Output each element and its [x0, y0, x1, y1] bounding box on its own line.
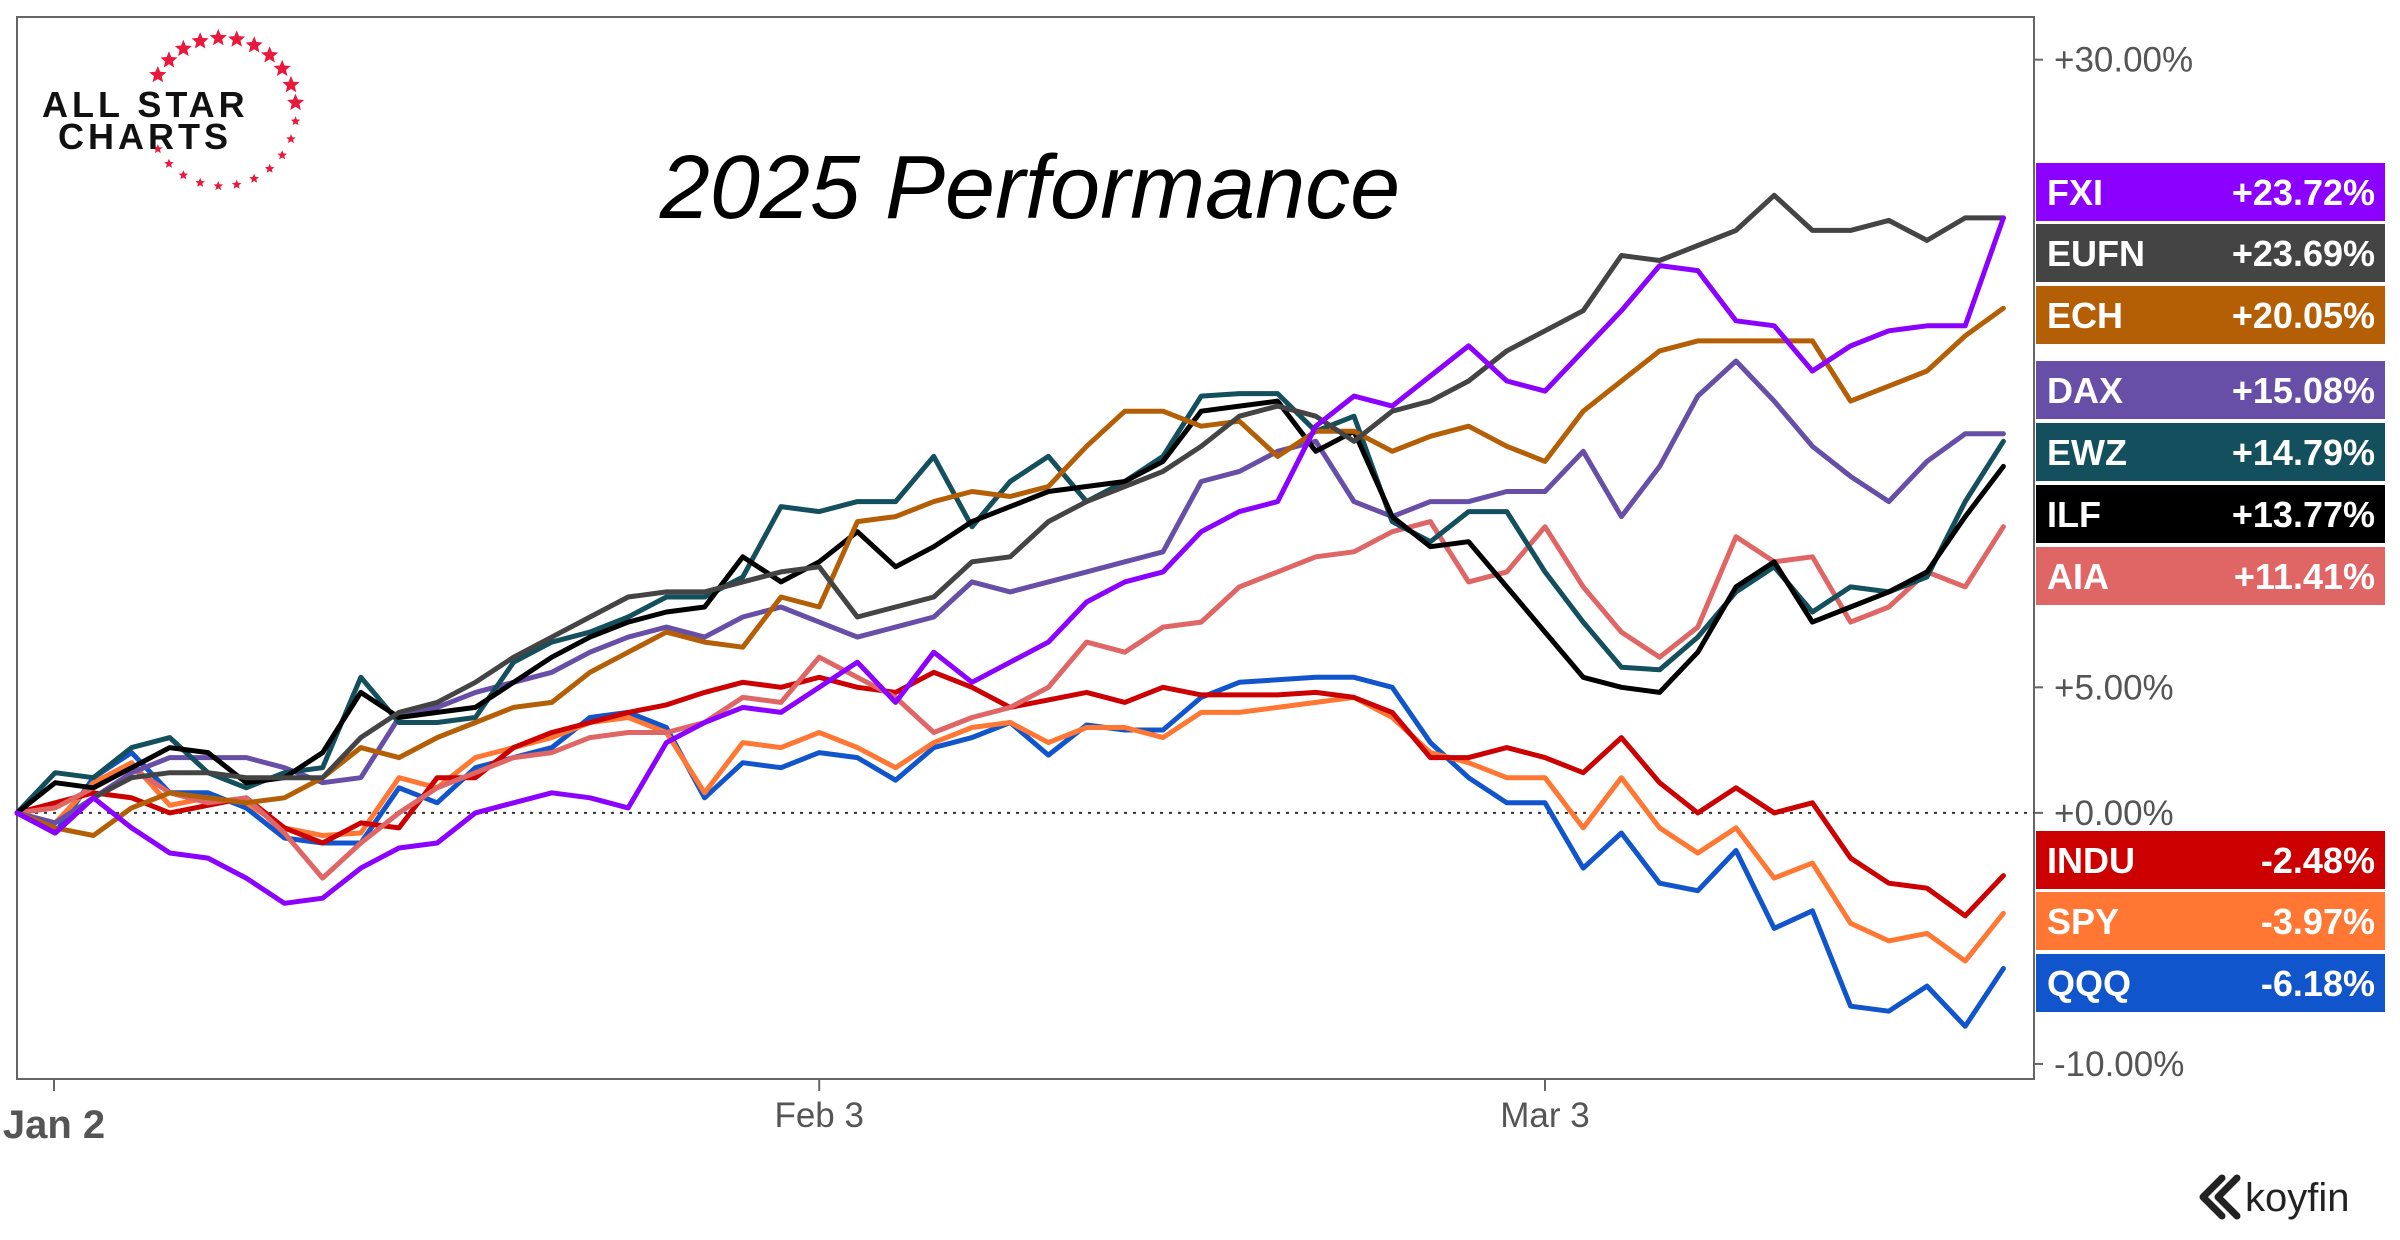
value-tag-ticker: QQQ: [2047, 963, 2131, 1004]
plot-area: [16, 16, 2035, 1080]
star-icon: [228, 30, 246, 47]
y-tick-label: +5.00%: [2054, 668, 2174, 707]
value-tag-value: -2.48%: [2261, 840, 2375, 881]
y-tick-label: +30.00%: [2054, 41, 2193, 80]
value-tag-ech: ECH +20.05%: [2036, 286, 2385, 344]
value-tag-ticker: INDU: [2047, 840, 2135, 881]
star-icon: [273, 59, 291, 76]
value-tag-value: +20.05%: [2232, 295, 2375, 336]
star-icon: [164, 158, 174, 168]
value-tag-dax: DAX +15.08%: [2036, 361, 2385, 419]
value-tag-background: [2036, 423, 2385, 481]
x-tick-label: Jan 2: [3, 1103, 105, 1147]
star-icon: [178, 170, 189, 180]
value-tag-value: +23.69%: [2232, 233, 2375, 274]
value-tag-ticker: SPY: [2047, 901, 2119, 942]
value-tag-background: [2036, 954, 2385, 1012]
logo-line-1: ALL STAR: [42, 84, 249, 125]
star-icon: [153, 144, 163, 154]
value-tag-background: [2036, 163, 2385, 221]
series-layer: [14, 192, 2006, 1029]
logo-line-2: CHARTS: [58, 116, 232, 157]
value-tag-background: [2036, 547, 2385, 605]
value-tag-background: [2036, 892, 2385, 950]
value-tag-ticker: EWZ: [2047, 432, 2127, 473]
star-icon: [264, 163, 275, 173]
series-line-eufn: [14, 192, 2006, 836]
star-icon: [191, 32, 209, 49]
value-tag-value: +23.72%: [2232, 172, 2375, 213]
series-line-ewz: [14, 391, 2006, 816]
y-tick-label: -10.00%: [2054, 1045, 2184, 1084]
all-star-charts-logo: ALL STAR CHARTS: [42, 29, 305, 191]
value-tag-background: [2036, 831, 2385, 889]
value-tag-value: -3.97%: [2261, 901, 2375, 942]
value-tag-background: [2036, 286, 2385, 344]
x-axis: Jan 2 Feb 3 Mar 3: [3, 1079, 1590, 1147]
chart-title: 2025 Performance: [659, 138, 1400, 238]
star-icon: [160, 51, 178, 68]
series-line-aia: [14, 519, 2006, 881]
value-tag-ticker: EUFN: [2047, 233, 2145, 274]
value-tag-value: +15.08%: [2232, 370, 2375, 411]
star-icon: [290, 116, 301, 126]
star-icon: [287, 93, 305, 111]
value-tag-background: [2036, 224, 2385, 282]
x-tick-label: Mar 3: [1500, 1096, 1589, 1135]
koyfin-wordmark: koyfin: [2245, 1176, 2350, 1220]
value-tag-value: -6.18%: [2261, 963, 2375, 1004]
series-line-ilf: [14, 398, 2006, 816]
value-tags: FXI +23.72% EUFN +23.69% ECH +20.05% DAX +15.08…: [2036, 163, 2385, 1012]
value-tag-indu: INDU -2.48%: [2036, 831, 2385, 889]
star-icon: [174, 39, 192, 57]
value-tag-spy: SPY -3.97%: [2036, 892, 2385, 950]
value-tag-ticker: FXI: [2047, 172, 2103, 213]
x-tick-label: Feb 3: [774, 1096, 864, 1135]
star-icon: [245, 36, 263, 53]
value-tag-fxi: FXI +23.72%: [2036, 163, 2385, 221]
star-icon: [209, 29, 227, 46]
star-icon: [282, 75, 300, 93]
star-ring-icon: [149, 29, 305, 191]
value-tag-ilf: ILF +13.77%: [2036, 485, 2385, 543]
series-line-ech: [14, 305, 2006, 838]
star-icon: [286, 134, 296, 144]
series-line-dax: [14, 358, 2006, 826]
value-tag-value: +14.79%: [2232, 432, 2375, 473]
value-tag-ticker: ILF: [2047, 494, 2101, 535]
koyfin-chevron-icon: [2199, 1174, 2241, 1220]
value-tag-ticker: AIA: [2047, 556, 2109, 597]
value-tag-ticker: DAX: [2047, 370, 2123, 411]
series-line-spy: [14, 694, 2006, 964]
value-tag-aia: AIA +11.41%: [2036, 547, 2385, 605]
series-line-fxi: [14, 215, 2006, 906]
star-icon: [195, 177, 205, 187]
value-tag-value: +11.41%: [2234, 556, 2375, 597]
star-icon: [231, 179, 242, 189]
star-icon: [213, 181, 224, 191]
koyfin-brand: koyfin: [2199, 1174, 2350, 1220]
star-icon: [277, 150, 287, 160]
value-tag-ticker: ECH: [2047, 295, 2123, 336]
y-tick-label: +0.00%: [2054, 794, 2174, 833]
value-tag-qqq: QQQ -6.18%: [2036, 954, 2385, 1012]
y-axis: +30.00% +5.00% +0.00% -10.00%: [2034, 41, 2193, 1084]
star-icon: [249, 173, 259, 183]
value-tag-background: [2036, 485, 2385, 543]
star-icon: [149, 66, 167, 83]
value-tag-value: +13.77%: [2232, 494, 2375, 535]
value-tag-ewz: EWZ +14.79%: [2036, 423, 2385, 481]
star-icon: [261, 46, 279, 63]
value-tag-eufn: EUFN +23.69%: [2036, 224, 2385, 282]
value-tag-background: [2036, 361, 2385, 419]
